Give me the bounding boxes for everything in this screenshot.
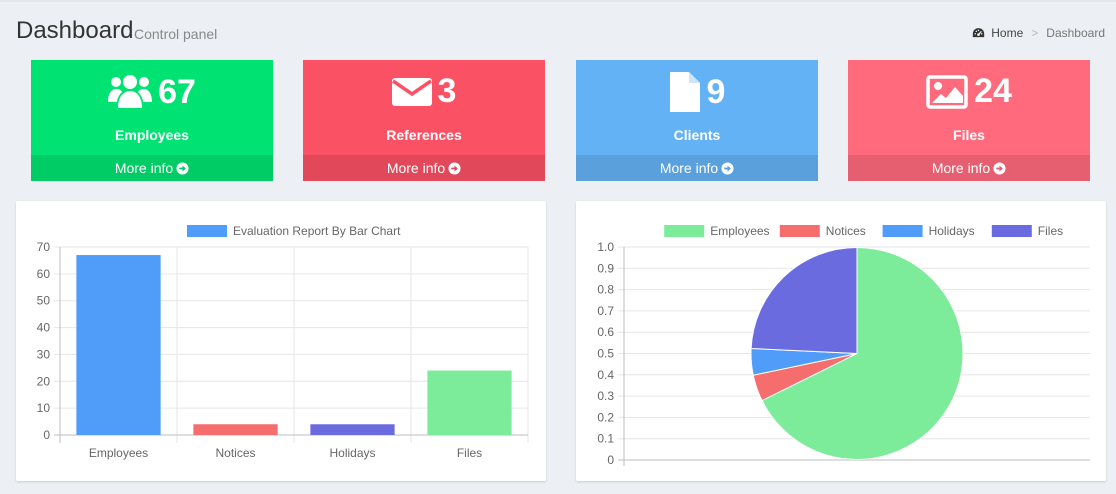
box-value: 24 bbox=[974, 72, 1012, 110]
references-info-box: 3 References More info bbox=[303, 60, 545, 181]
y-tick-label: 50 bbox=[37, 294, 51, 308]
y-tick-label: 0.2 bbox=[597, 410, 614, 424]
page-title: Dashboard bbox=[16, 17, 134, 44]
y-tick-label: 1.0 bbox=[597, 240, 614, 254]
pie-slice[interactable] bbox=[750, 246, 858, 355]
pie-chart: Employees Notices Holidays Files 0 0.1 0.2 0.3 0… bbox=[597, 224, 1090, 467]
bar-chart-panel: Evaluation Report By Bar Chart 0 10 20 30 40 5… bbox=[16, 201, 546, 481]
legend-label: Files bbox=[1038, 224, 1063, 238]
x-tick-label: Files bbox=[457, 446, 482, 460]
y-tick-label: 20 bbox=[37, 374, 51, 388]
legend-swatch[interactable] bbox=[779, 225, 820, 237]
y-tick-label: 60 bbox=[37, 267, 51, 281]
x-tick-label: Employees bbox=[89, 446, 148, 460]
y-tick-label: 0 bbox=[607, 453, 614, 467]
box-label: References bbox=[386, 127, 462, 143]
y-tick-label: 0.5 bbox=[597, 347, 614, 361]
legend-label: Employees bbox=[710, 224, 769, 238]
bar-chart: Evaluation Report By Bar Chart 0 10 20 30 40 5… bbox=[37, 224, 529, 460]
breadcrumb-current: Dashboard bbox=[1046, 26, 1105, 40]
box-label: Files bbox=[953, 127, 985, 143]
x-tick-label: Notices bbox=[215, 446, 255, 460]
box-value: 3 bbox=[437, 72, 457, 110]
more-info-label: More info bbox=[114, 160, 174, 176]
arrow-circle-right-icon bbox=[448, 161, 461, 175]
bar[interactable] bbox=[193, 424, 278, 435]
file-icon bbox=[669, 72, 700, 112]
y-tick-label: 10 bbox=[37, 401, 51, 415]
image-icon bbox=[926, 74, 968, 109]
page-subtitle: Control panel bbox=[134, 26, 218, 42]
legend-swatch[interactable] bbox=[664, 225, 705, 237]
y-tick-label: 0.3 bbox=[597, 389, 614, 403]
box-label: Clients bbox=[673, 127, 721, 143]
y-tick-label: 40 bbox=[37, 321, 51, 335]
more-info-link[interactable]: More info bbox=[31, 155, 273, 181]
content-header: Dashboard Control panel Home > Dashboard bbox=[0, 2, 1116, 52]
box-label: Employees bbox=[115, 127, 189, 143]
more-info-link[interactable]: More info bbox=[303, 155, 545, 181]
legend-swatch[interactable] bbox=[187, 225, 227, 237]
breadcrumb-separator: > bbox=[1031, 26, 1039, 40]
y-tick-label: 70 bbox=[37, 240, 51, 254]
pie-slice[interactable] bbox=[761, 246, 964, 460]
legend-label: Notices bbox=[826, 224, 866, 238]
envelope-icon bbox=[391, 77, 432, 106]
y-tick-label: 0.7 bbox=[597, 304, 614, 318]
clients-info-box: 9 Clients More info bbox=[576, 60, 818, 181]
box-value: 67 bbox=[158, 72, 196, 111]
more-info-link[interactable]: More info bbox=[848, 155, 1090, 181]
dashboard-icon bbox=[973, 28, 985, 38]
top-border bbox=[0, 0, 1116, 2]
box-value: 9 bbox=[706, 72, 726, 111]
arrow-circle-right-icon bbox=[993, 161, 1006, 175]
y-tick-label: 0.8 bbox=[597, 283, 614, 297]
breadcrumb: Home > Dashboard bbox=[972, 26, 1105, 40]
more-info-label: More info bbox=[659, 160, 719, 176]
x-tick-label: Holidays bbox=[329, 446, 375, 460]
bar[interactable] bbox=[310, 424, 395, 435]
more-info-label: More info bbox=[386, 160, 446, 176]
y-tick-label: 0.4 bbox=[597, 368, 614, 382]
y-tick-label: 0.1 bbox=[597, 432, 614, 446]
pie-chart-panel: Employees Notices Holidays Files 0 0.1 0.2 0.3 0… bbox=[576, 201, 1106, 481]
y-tick-label: 30 bbox=[37, 347, 51, 361]
users-icon bbox=[108, 75, 153, 108]
breadcrumb-home-link[interactable]: Home bbox=[991, 26, 1024, 40]
more-info-link[interactable]: More info bbox=[576, 155, 818, 181]
legend-swatch[interactable] bbox=[991, 225, 1032, 237]
y-tick-label: 0.9 bbox=[597, 261, 614, 275]
arrow-circle-right-icon bbox=[176, 161, 189, 175]
bar[interactable] bbox=[76, 255, 161, 435]
legend-label: Holidays bbox=[929, 224, 975, 238]
y-tick-label: 0.6 bbox=[597, 325, 614, 339]
y-tick-label: 0 bbox=[43, 428, 50, 442]
legend-swatch[interactable] bbox=[882, 225, 923, 237]
arrow-circle-right-icon bbox=[721, 161, 734, 175]
employees-info-box: 67 Employees More info bbox=[31, 60, 273, 181]
files-info-box: 24 Files More info bbox=[848, 60, 1090, 181]
bar[interactable] bbox=[427, 370, 512, 435]
legend-label: Evaluation Report By Bar Chart bbox=[233, 224, 401, 238]
more-info-label: More info bbox=[931, 160, 991, 176]
